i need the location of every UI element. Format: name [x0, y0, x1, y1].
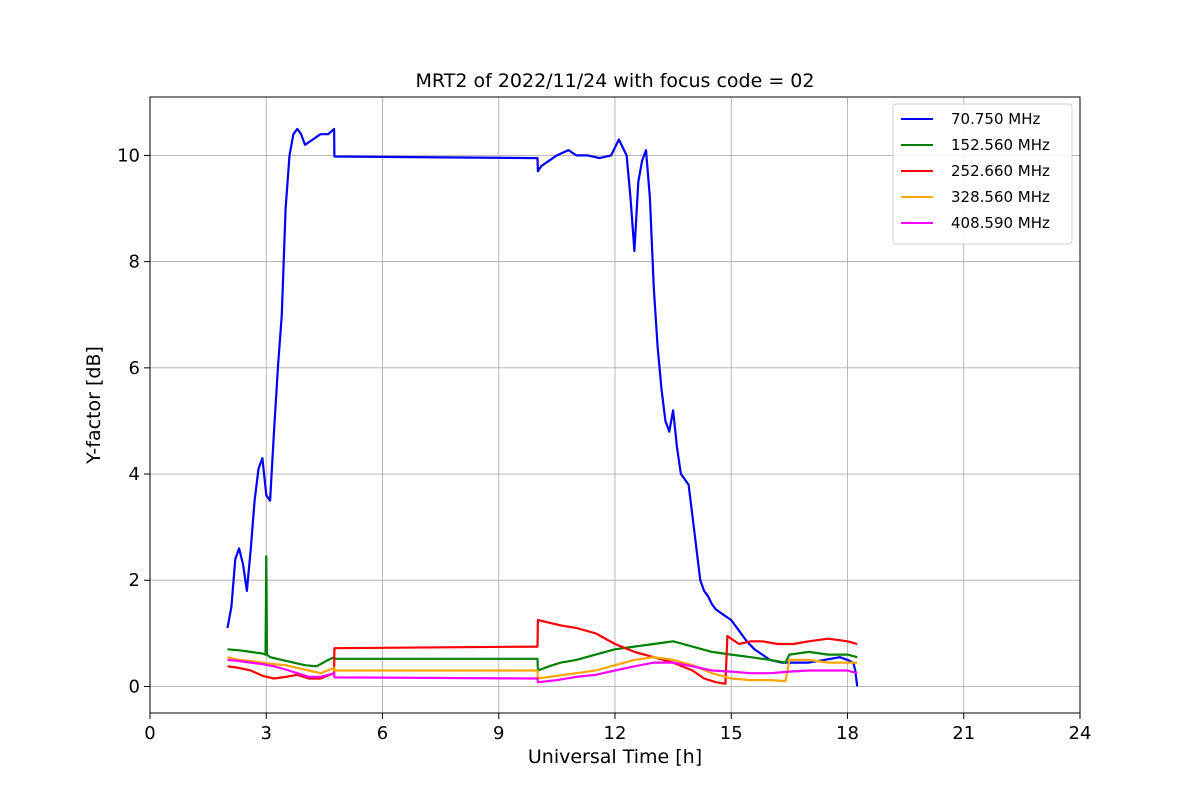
x-tick-label: 0	[144, 723, 155, 744]
chart-title: MRT2 of 2022/11/24 with focus code = 02	[416, 70, 815, 92]
y-axis-label: Y-factor [dB]	[83, 346, 105, 465]
legend-label: 252.660 MHz	[951, 162, 1050, 180]
series-line-2	[227, 618, 858, 685]
x-tick-label: 3	[261, 723, 272, 744]
legend: 70.750 MHz 152.560 MHz 252.660 MHz 328.560 …	[892, 103, 1073, 245]
legend-label: 328.560 MHz	[951, 188, 1050, 206]
x-tick-label: 9	[493, 723, 504, 744]
plot-area-series	[226, 127, 859, 687]
y-tick-label: 10	[117, 145, 140, 166]
series-line-0	[226, 127, 859, 687]
series-line-1	[227, 555, 858, 672]
x-tick-label: 24	[1069, 723, 1092, 744]
x-tick-label: 12	[604, 723, 627, 744]
y-tick-label: 4	[129, 464, 140, 485]
y-tick-label: 2	[129, 570, 140, 591]
series-line-4	[227, 658, 858, 684]
x-tick-label: 18	[836, 723, 859, 744]
x-tick-label: 15	[720, 723, 743, 744]
y-tick-label: 8	[129, 252, 140, 273]
series-line-3	[227, 656, 858, 683]
y-tick-label: 6	[129, 358, 140, 379]
legend-label: 70.750 MHz	[951, 110, 1040, 128]
x-tick-label: 6	[377, 723, 388, 744]
x-tick-label: 21	[952, 723, 975, 744]
legend-label: 152.560 MHz	[951, 136, 1050, 154]
x-axis-label: Universal Time [h]	[528, 746, 702, 768]
legend-label: 408.590 MHz	[951, 214, 1050, 232]
legend-box	[892, 103, 1073, 245]
y-tick-label: 0	[129, 676, 140, 697]
